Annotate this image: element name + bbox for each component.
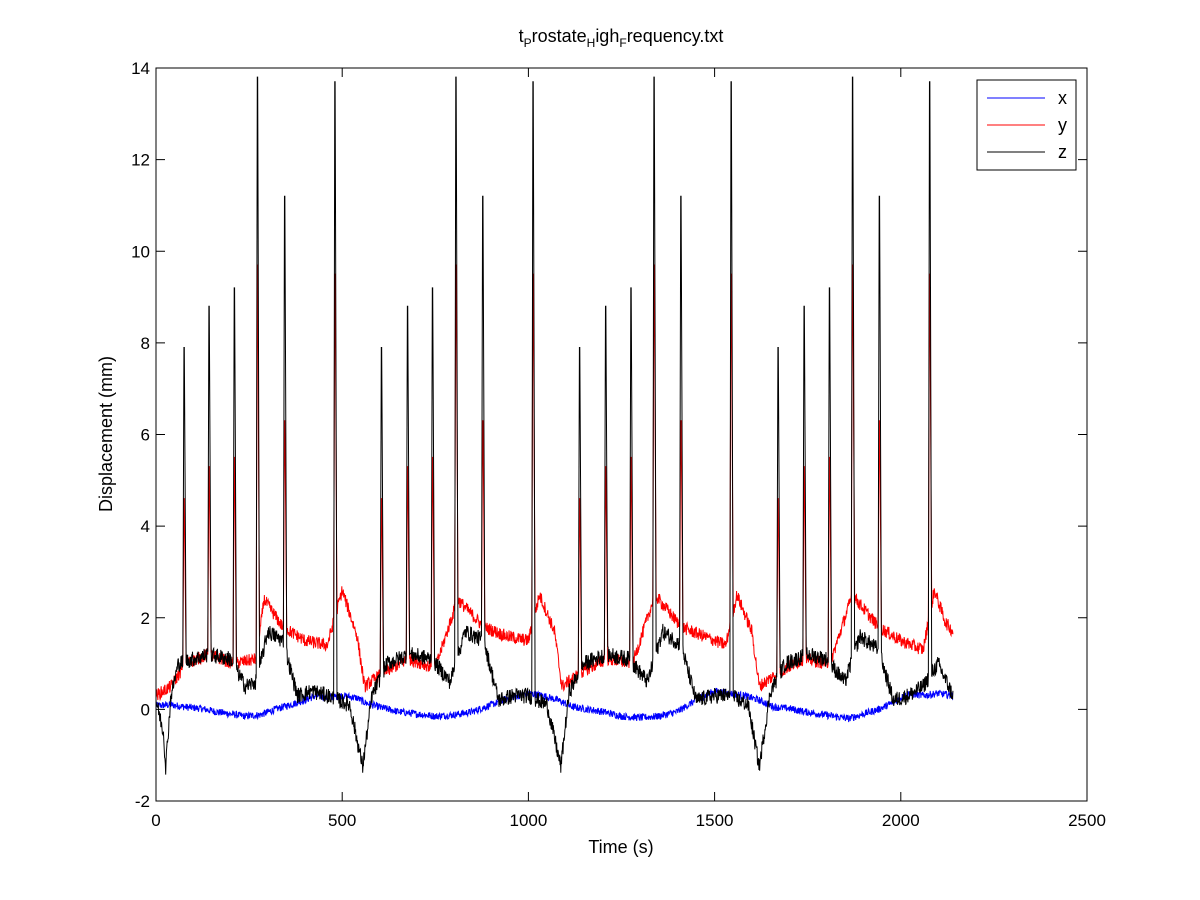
- y-tick-label: 8: [141, 334, 150, 353]
- chart-title-part: requency.txt: [627, 26, 724, 46]
- series-line-z: [156, 76, 954, 775]
- y-tick-label: 2: [141, 609, 150, 628]
- series-line-x: [156, 687, 954, 723]
- series-line-y: [156, 264, 954, 702]
- chart-title: tProstateHighFrequency.txt: [519, 26, 724, 50]
- y-tick-label: 12: [131, 151, 150, 170]
- chart-title-part: F: [619, 36, 626, 50]
- x-tick-label: 2000: [882, 811, 920, 830]
- y-tick-label: 4: [141, 517, 150, 536]
- chart-title-part: H: [587, 36, 596, 50]
- y-tick-label: 14: [131, 59, 150, 78]
- chart-title-part: igh: [595, 26, 619, 46]
- x-tick-label: 0: [151, 811, 160, 830]
- chart-title-part: t: [519, 26, 524, 46]
- x-tick-label: 1500: [696, 811, 734, 830]
- y-axis-label: Displacement (mm): [96, 356, 116, 512]
- legend-label-z: z: [1058, 142, 1067, 162]
- plot-area: [156, 68, 1087, 801]
- y-tick-label: 6: [141, 426, 150, 445]
- chart-title-part: P: [524, 36, 532, 50]
- x-tick-label: 2500: [1068, 811, 1106, 830]
- legend: xyz: [976, 79, 1077, 171]
- x-tick-label: 500: [328, 811, 356, 830]
- y-tick-label: 10: [131, 242, 150, 261]
- x-axis-label: Time (s): [588, 837, 653, 857]
- chart-title-part: rostate: [532, 26, 587, 46]
- legend-label-x: x: [1058, 88, 1067, 108]
- x-tick-label: 1000: [509, 811, 547, 830]
- y-tick-label: -2: [135, 792, 150, 811]
- series-layer: [156, 76, 954, 775]
- legend-label-y: y: [1058, 115, 1067, 135]
- y-tick-label: 0: [141, 700, 150, 719]
